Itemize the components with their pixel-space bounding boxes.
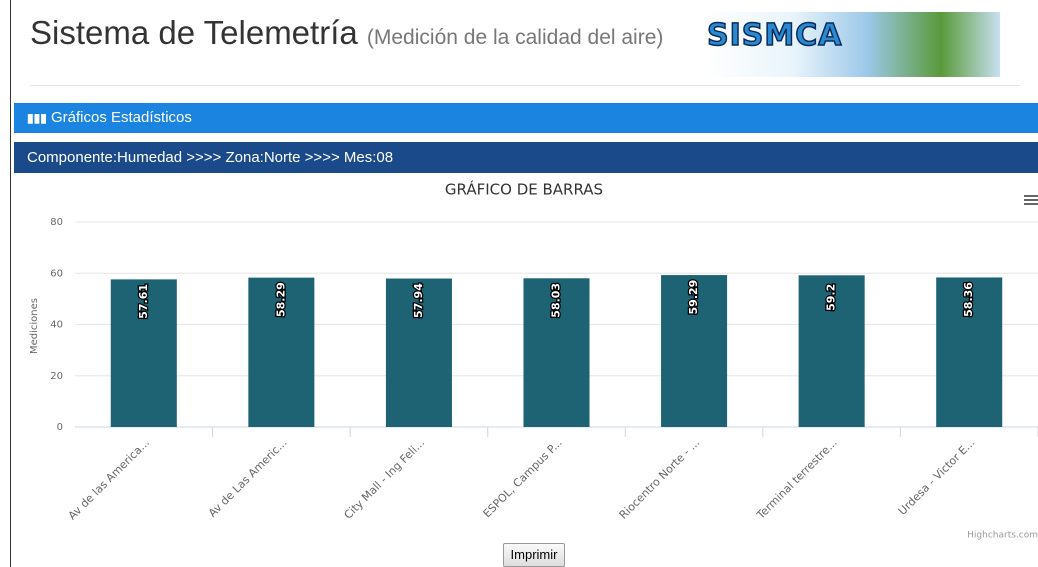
x-tick-label: Terminal terrestre... [754, 436, 840, 522]
y-tick-label: 20 [50, 371, 63, 382]
chart: GRÁFICO DE BARRAS Mediciones Highcharts.… [14, 173, 1038, 567]
menu-icon[interactable] [1024, 195, 1038, 205]
x-tick-label: ESPOL, Campus P... [481, 436, 565, 520]
breadcrumb: Componente:Humedad >>>> Zona:Norte >>>> … [14, 142, 1038, 173]
divider [30, 85, 1020, 86]
data-label: 58.29 [274, 282, 287, 317]
x-tick-label: Av de las America... [66, 436, 152, 522]
header: Sistema de Telemetría (Medición de la ca… [30, 14, 663, 52]
panel-heading: ▮▮▮ Gráficos Estadísticos [14, 103, 1038, 133]
x-tick-label: Riocentro Norte - ... [617, 436, 703, 522]
print-button[interactable]: Imprimir [503, 543, 565, 567]
x-tick-label: Urdesa - Victor E... [896, 436, 978, 518]
logo: SISMCA [705, 12, 1000, 77]
logo-text: SISMCA [707, 18, 842, 53]
data-label: 57.61 [137, 284, 150, 319]
y-tick-label: 40 [50, 320, 63, 331]
data-label: 57.94 [412, 283, 425, 318]
y-tick-label: 80 [50, 217, 63, 228]
y-axis-label: Mediciones [29, 298, 40, 354]
data-label: 58.03 [550, 283, 563, 318]
data-label: 58.36 [962, 282, 975, 317]
chart-icon: ▮▮▮ [27, 111, 47, 125]
x-tick-label: Av de Las Americ... [206, 436, 290, 520]
panel-heading-text: Gráficos Estadísticos [51, 109, 192, 126]
header-subtitle: (Medición de la calidad del aire) [367, 26, 664, 49]
x-tick-label: City Mall - Ing Feli... [342, 436, 428, 522]
header-title: Sistema de Telemetría [30, 14, 358, 51]
page: Sistema de Telemetría (Medición de la ca… [0, 0, 1038, 567]
data-label: 59.29 [687, 280, 700, 315]
y-tick-label: 60 [50, 268, 63, 279]
chart-title: GRÁFICO DE BARRAS [445, 180, 603, 199]
frame-border [10, 0, 11, 567]
y-tick-label: 0 [57, 422, 63, 433]
data-label: 59.2 [825, 284, 838, 311]
credits[interactable]: Highcharts.com [967, 531, 1038, 541]
